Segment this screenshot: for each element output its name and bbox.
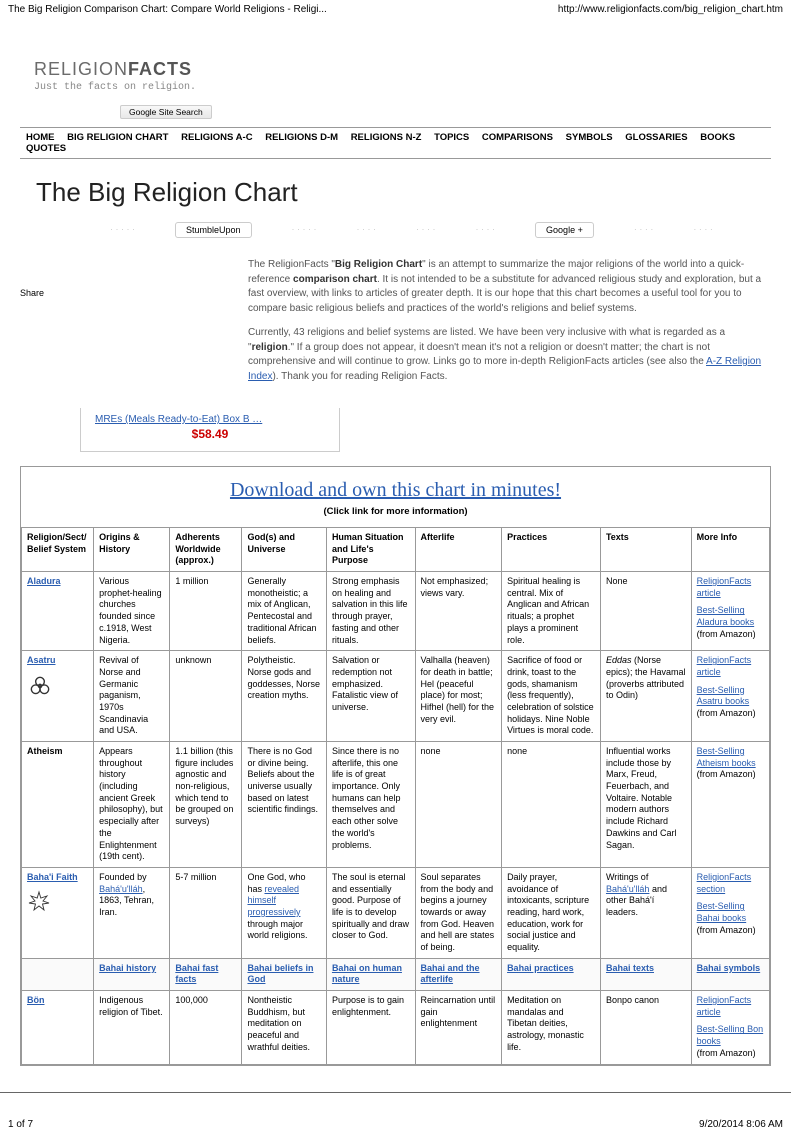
page-number: 1 of 7 <box>8 1119 33 1130</box>
nav-home[interactable]: HOME <box>26 132 55 143</box>
table-row: Asatru Revival of Norse and Germanic pag… <box>22 651 770 742</box>
th-afterlife: Afterlife <box>415 528 502 572</box>
religion-link-bon[interactable]: Bön <box>27 995 45 1005</box>
share-label[interactable]: Share <box>20 258 48 394</box>
nav-quotes[interactable]: QUOTES <box>26 143 66 154</box>
page-title: The Big Religion Chart <box>36 177 771 208</box>
religion-name-atheism: Atheism <box>27 746 63 756</box>
religion-link-asatru[interactable]: Asatru <box>27 655 56 665</box>
bahai-star-icon <box>27 890 88 918</box>
nav-topics[interactable]: TOPICS <box>434 132 469 143</box>
more-link[interactable]: ReligionFacts article <box>697 655 752 677</box>
nav-glossaries[interactable]: GLOSSARIES <box>625 132 687 143</box>
main-nav: HOME BIG RELIGION CHART RELIGIONS A-C RE… <box>20 127 771 159</box>
share-row: · · · · · StumbleUpon · · · · · · · · · … <box>20 222 771 238</box>
more-link[interactable]: Best-Selling Asatru books <box>697 685 750 707</box>
footer-rule <box>0 1092 791 1093</box>
th-practices: Practices <box>502 528 601 572</box>
intro-text: The ReligionFacts "Big Religion Chart" i… <box>248 258 771 394</box>
more-link[interactable]: ReligionFacts article <box>697 576 752 598</box>
bahaullah-texts-link[interactable]: Bahá'u'lláh <box>606 884 649 894</box>
bahai-texts-link[interactable]: Bahai texts <box>606 963 654 973</box>
download-subtitle: (Click link for more information) <box>21 506 770 527</box>
religion-link-bahai[interactable]: Baha'i Faith <box>27 872 78 882</box>
chart-container: Download and own this chart in minutes! … <box>20 466 771 1066</box>
th-more: More Info <box>691 528 769 572</box>
th-adherents: Adherents Worldwide (approx.) <box>170 528 242 572</box>
print-header: The Big Religion Comparison Chart: Compa… <box>0 0 791 19</box>
ad-price: $58.49 <box>95 427 325 441</box>
nav-rel-ac[interactable]: RELIGIONS A-C <box>181 132 252 143</box>
more-link[interactable]: Best-Selling Atheism books <box>697 746 756 768</box>
th-human: Human Situation and Life's Purpose <box>326 528 415 572</box>
bahai-facts-link[interactable]: Bahai fast facts <box>175 963 218 985</box>
stumbleupon-button[interactable]: StumbleUpon <box>175 222 252 238</box>
nav-books[interactable]: BOOKS <box>700 132 735 143</box>
table-row: Bön Indigenous religion of Tibet. 100,00… <box>22 991 770 1064</box>
logo-area: RELIGIONFACTS Just the facts on religion… <box>34 59 771 93</box>
page-body: RELIGIONFACTS Just the facts on religion… <box>0 19 791 1066</box>
google-plus-button[interactable]: Google + <box>535 222 594 238</box>
tagline: Just the facts on religion. <box>34 82 771 93</box>
intro-row: Share The ReligionFacts "Big Religion Ch… <box>20 258 771 394</box>
bahai-beliefs-link[interactable]: Bahai beliefs in God <box>247 963 313 985</box>
th-name: Religion/Sect/ Belief System <box>22 528 94 572</box>
asatru-icon <box>27 673 88 703</box>
site-logo[interactable]: RELIGIONFACTS <box>34 59 771 80</box>
bahai-afterlife-link[interactable]: Bahai and the afterlife <box>421 963 480 985</box>
table-row: Atheism Appears throughout history (incl… <box>22 742 770 868</box>
bahaullah-link[interactable]: Bahá'u'lláh <box>99 884 142 894</box>
google-site-search-button[interactable]: Google Site Search <box>120 105 212 119</box>
share-placeholder: · · · · · <box>110 222 135 238</box>
nav-rel-nz[interactable]: RELIGIONS N-Z <box>351 132 422 143</box>
print-title: The Big Religion Comparison Chart: Compa… <box>8 4 327 15</box>
print-datetime: 9/20/2014 8:06 AM <box>699 1119 783 1130</box>
ad-box[interactable]: MREs (Meals Ready-to-Eat) Box B … $58.49 <box>80 408 340 452</box>
ad-title[interactable]: MREs (Meals Ready-to-Eat) Box B … <box>95 414 325 425</box>
more-link[interactable]: ReligionFacts section <box>697 872 752 894</box>
more-link[interactable]: Best-Selling Bahai books <box>697 901 747 923</box>
bahai-history-link[interactable]: Bahai history <box>99 963 156 973</box>
table-row: Aladura Various prophet-healing churches… <box>22 572 770 651</box>
table-header-row: Religion/Sect/ Belief System Origins & H… <box>22 528 770 572</box>
th-origins: Origins & History <box>94 528 170 572</box>
nav-big-chart[interactable]: BIG RELIGION CHART <box>67 132 168 143</box>
download-link[interactable]: Download and own this chart in minutes! <box>21 467 770 506</box>
th-gods: God(s) and Universe <box>242 528 326 572</box>
nav-symbols[interactable]: SYMBOLS <box>566 132 613 143</box>
more-link[interactable]: Best-Selling Bon books <box>697 1024 764 1046</box>
print-footer: 1 of 7 9/20/2014 8:06 AM <box>0 1113 791 1136</box>
bahai-symbols-link[interactable]: Bahai symbols <box>697 963 761 973</box>
more-link[interactable]: Best-Selling Aladura books <box>697 605 755 627</box>
religion-table: Religion/Sect/ Belief System Origins & H… <box>21 527 770 1065</box>
print-url: http://www.religionfacts.com/big_religio… <box>558 4 783 15</box>
nav-rel-dm[interactable]: RELIGIONS D-M <box>265 132 338 143</box>
nav-comparisons[interactable]: COMPARISONS <box>482 132 553 143</box>
bahai-subrow: Bahai history Bahai fast facts Bahai bel… <box>22 958 770 990</box>
th-texts: Texts <box>600 528 691 572</box>
bahai-practices-link[interactable]: Bahai practices <box>507 963 574 973</box>
bahai-human-link[interactable]: Bahai on human nature <box>332 963 402 985</box>
table-row: Baha'i Faith Founded by Bahá'u'lláh, 186… <box>22 867 770 958</box>
more-link[interactable]: ReligionFacts article <box>697 995 752 1017</box>
religion-link-aladura[interactable]: Aladura <box>27 576 61 586</box>
